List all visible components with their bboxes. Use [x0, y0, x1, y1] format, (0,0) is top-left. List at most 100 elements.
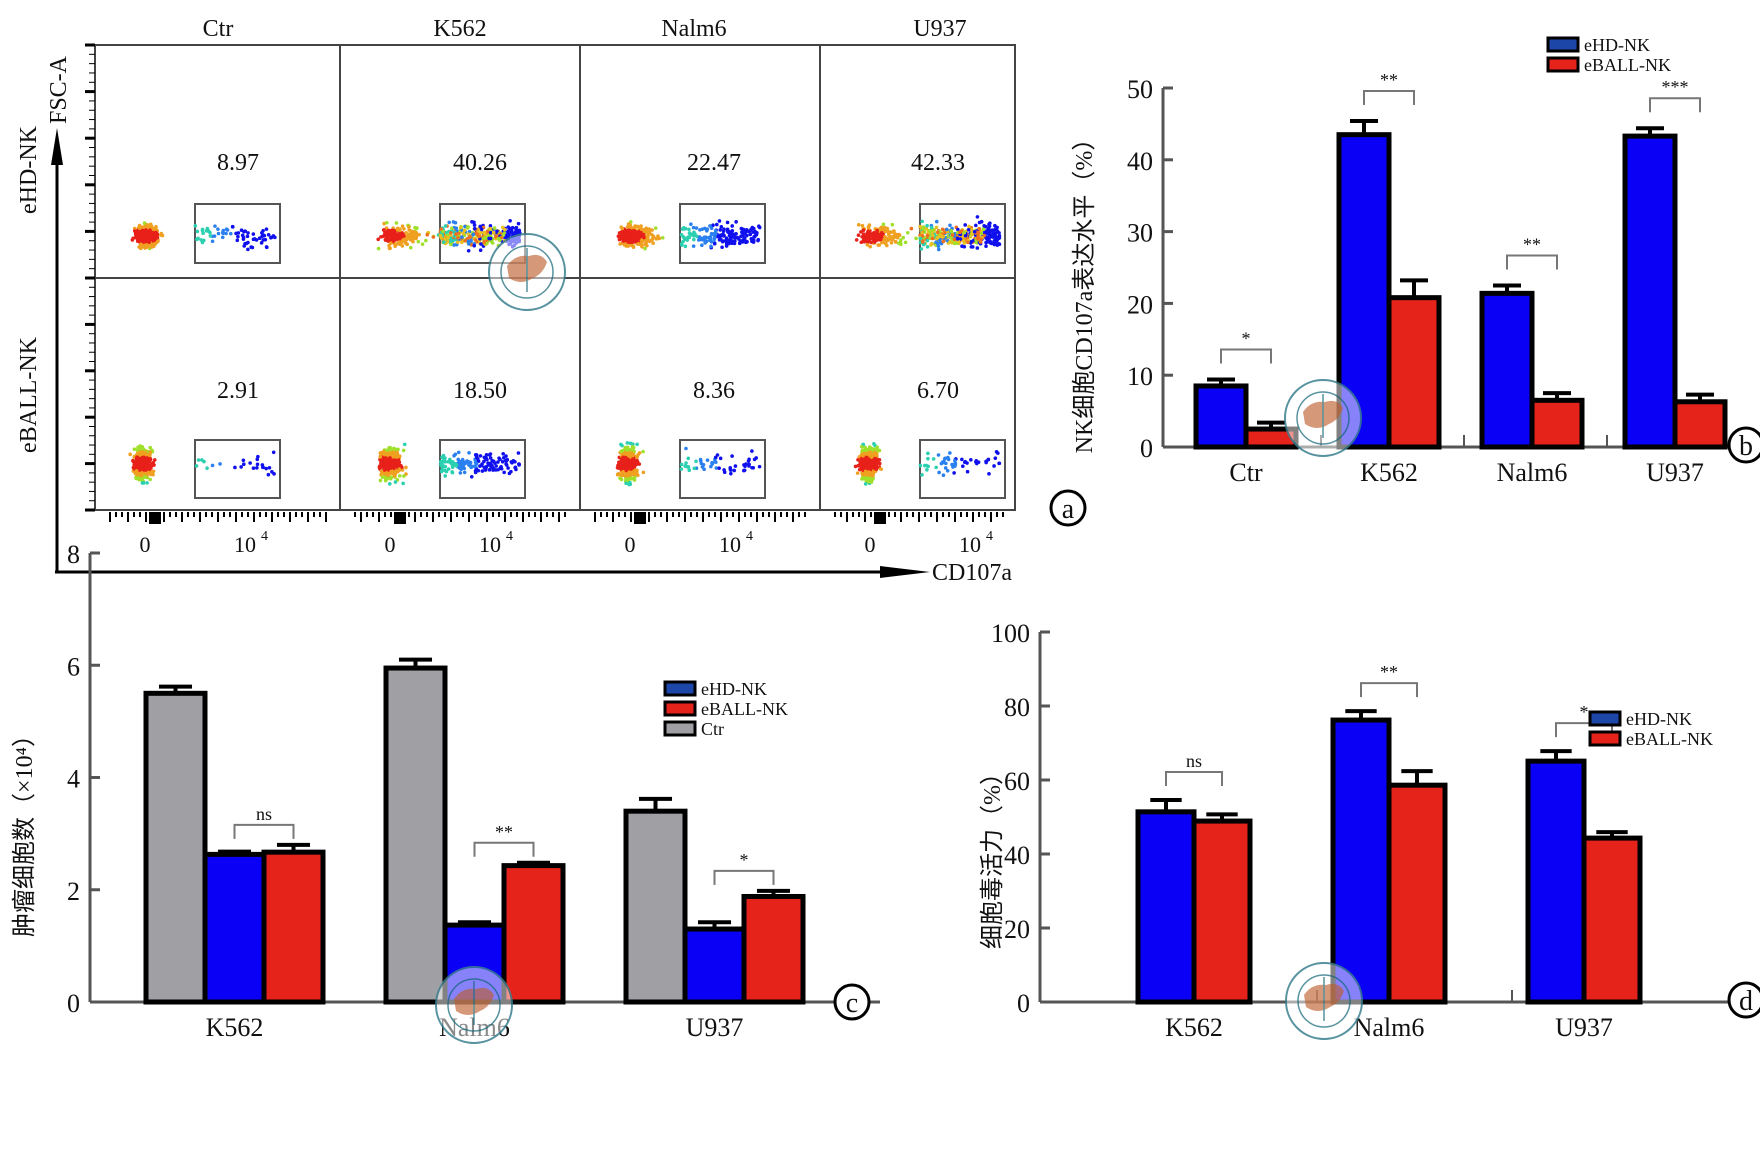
gate-rectangle	[194, 203, 281, 264]
event-dot	[865, 238, 870, 243]
event-dot	[692, 466, 697, 471]
event-dot	[450, 465, 455, 469]
legend-swatch-eBALL-NK	[1588, 730, 1622, 747]
y-tick-label: 80	[1004, 693, 1030, 722]
event-dot	[148, 453, 152, 458]
event-dot	[997, 242, 1002, 246]
x-tick-label-K562: K562	[206, 1013, 264, 1042]
y-tick-label: 60	[1004, 767, 1030, 796]
event-dot	[948, 451, 952, 455]
event-dot	[717, 466, 721, 470]
event-dot	[627, 229, 631, 234]
y-tick-label: 50	[1127, 75, 1153, 104]
event-dot	[984, 229, 989, 233]
row-label-ehd-nk: eHD-NK	[16, 125, 42, 214]
event-dot	[856, 233, 861, 238]
event-dot	[619, 460, 623, 464]
event-dot	[622, 237, 627, 241]
event-dot	[500, 460, 505, 464]
event-dot	[463, 238, 467, 243]
event-dot	[261, 465, 265, 470]
event-dot	[747, 464, 751, 468]
event-dot	[395, 227, 400, 232]
event-dot	[379, 450, 383, 455]
row-label-eball-nk: eBALL-NK	[16, 336, 42, 453]
event-dot	[625, 448, 630, 452]
event-dot	[262, 233, 267, 238]
event-dot	[467, 235, 472, 240]
event-dot	[474, 455, 479, 460]
event-dot	[966, 240, 970, 245]
event-dot	[931, 457, 936, 461]
x-tick-label-exponent: 4	[261, 529, 268, 544]
event-dot	[702, 467, 706, 472]
legend-label-eBALL-NK: eBALL-NK	[1584, 55, 1671, 75]
event-dot	[242, 244, 247, 248]
y-tick-label: 30	[1127, 219, 1153, 248]
col-header-k562: K562	[433, 16, 486, 42]
event-dot	[883, 237, 888, 241]
event-dot	[977, 220, 982, 225]
event-dot	[396, 461, 401, 466]
significance-bracket	[713, 869, 775, 885]
event-dot	[640, 244, 644, 249]
event-dot	[255, 462, 260, 467]
event-dot	[385, 451, 390, 456]
event-dot	[414, 236, 418, 241]
event-dot	[148, 445, 152, 450]
event-dot	[994, 237, 998, 241]
event-dot	[141, 481, 146, 485]
event-dot	[425, 232, 430, 237]
event-dot	[988, 221, 992, 226]
event-dot	[134, 476, 138, 481]
y-tick-label: 8	[67, 540, 80, 569]
event-dot	[249, 245, 254, 249]
event-dot	[461, 231, 466, 236]
event-dot	[735, 235, 740, 240]
event-dot	[714, 222, 719, 227]
significance-bracket	[1165, 770, 1223, 786]
event-dot	[869, 455, 874, 459]
event-dot	[216, 231, 221, 236]
event-dot	[488, 461, 493, 466]
event-dot	[138, 244, 142, 249]
event-dot	[940, 227, 945, 232]
event-dot	[710, 462, 715, 466]
event-dot	[952, 241, 957, 246]
gate-rectangle	[679, 203, 766, 264]
event-dot	[472, 223, 477, 227]
event-dot	[620, 443, 624, 448]
event-dot	[148, 477, 152, 482]
event-dot	[885, 226, 890, 231]
bar-eBALL-NK-K562	[1386, 295, 1442, 450]
event-dot	[956, 227, 960, 232]
event-dot	[961, 238, 966, 243]
event-dot	[861, 453, 865, 458]
event-dot	[196, 458, 201, 462]
event-dot	[650, 228, 654, 232]
event-dot	[984, 224, 988, 229]
event-dot	[741, 233, 745, 238]
significance-bracket	[1649, 97, 1701, 113]
event-dot	[495, 229, 499, 234]
event-dot	[467, 242, 471, 246]
event-dot	[194, 464, 199, 468]
event-dot	[389, 237, 393, 241]
event-dot	[151, 472, 155, 477]
event-dot	[861, 238, 866, 243]
bar-eBALL-NK-K562	[1191, 818, 1253, 1005]
event-dot	[142, 459, 147, 464]
event-dot	[424, 238, 428, 243]
event-dot	[920, 219, 924, 224]
event-dot	[625, 441, 630, 445]
x-tick-label-zero: 0	[625, 532, 636, 557]
event-dot	[384, 226, 389, 230]
cd107a-tick-marks: 0 10 4 0 10 4 0 10 4 0 10 4	[109, 512, 1004, 557]
event-dot	[929, 225, 934, 230]
event-dot	[719, 224, 724, 229]
x-tick-label-U937: U937	[1646, 458, 1704, 487]
panel-label-b: b	[1739, 431, 1753, 462]
event-dot	[647, 227, 651, 231]
event-dot	[969, 458, 973, 462]
event-dot	[711, 223, 715, 228]
